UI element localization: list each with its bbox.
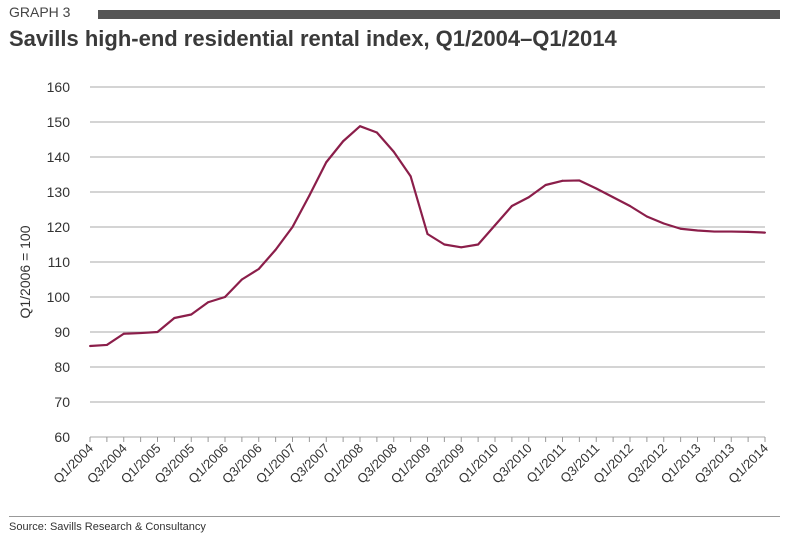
y-tick-label: 140 — [47, 149, 71, 165]
data-point — [409, 175, 412, 178]
data-point — [173, 317, 176, 319]
data-point — [612, 196, 615, 199]
data-point — [645, 215, 648, 218]
data-point — [460, 246, 463, 249]
data-point — [696, 229, 699, 232]
data-point — [443, 243, 446, 246]
data-point — [139, 332, 142, 335]
data-point — [392, 150, 395, 153]
y-tick-label: 60 — [54, 429, 70, 445]
y-tick-label: 80 — [54, 359, 70, 375]
data-point — [190, 313, 193, 316]
data-point — [207, 301, 210, 304]
y-tick-label: 90 — [54, 324, 70, 340]
data-point — [308, 194, 311, 197]
y-tick-label: 110 — [48, 254, 71, 270]
graph-label: GRAPH 3 — [9, 4, 71, 20]
data-point — [89, 345, 91, 347]
source-note: Source: Savills Research & Consultancy — [9, 521, 206, 533]
data-point — [122, 332, 125, 335]
data-point — [629, 205, 631, 207]
data-point — [477, 243, 480, 246]
data-point — [105, 343, 108, 346]
data-point — [342, 140, 345, 143]
data-point — [561, 179, 564, 182]
data-point — [359, 125, 361, 128]
data-point — [274, 248, 277, 251]
data-point — [679, 227, 682, 230]
data-point — [662, 222, 665, 225]
data-point — [426, 233, 429, 235]
data-point — [713, 230, 716, 233]
line-chart: 60708090100110120130140150160Q1/2004Q3/2… — [17, 79, 771, 486]
y-tick-label: 130 — [47, 184, 71, 200]
data-point — [257, 268, 260, 270]
data-point — [747, 230, 750, 233]
header-bar — [98, 10, 780, 19]
data-point — [578, 179, 581, 182]
data-point — [224, 296, 226, 298]
data-point — [156, 331, 159, 333]
data-point — [375, 131, 378, 134]
source-divider — [9, 516, 780, 517]
data-point — [240, 278, 243, 281]
data-point — [544, 184, 547, 186]
y-tick-label: 100 — [47, 289, 71, 305]
data-point — [527, 196, 530, 199]
data-point — [595, 187, 598, 190]
data-point — [510, 205, 513, 207]
y-tick-label: 160 — [47, 79, 71, 95]
data-point — [291, 226, 294, 228]
series-line-rental-index — [89, 125, 766, 348]
y-tick-label: 150 — [47, 114, 71, 130]
data-point — [730, 230, 733, 233]
y-tick-label: 70 — [54, 394, 70, 410]
data-point — [764, 231, 766, 234]
data-point — [325, 161, 328, 164]
chart-title: Savills high-end residential rental inde… — [9, 26, 617, 51]
y-tick-label: 120 — [47, 219, 71, 235]
y-axis-label: Q1/2006 = 100 — [17, 225, 33, 318]
data-point — [494, 224, 496, 227]
